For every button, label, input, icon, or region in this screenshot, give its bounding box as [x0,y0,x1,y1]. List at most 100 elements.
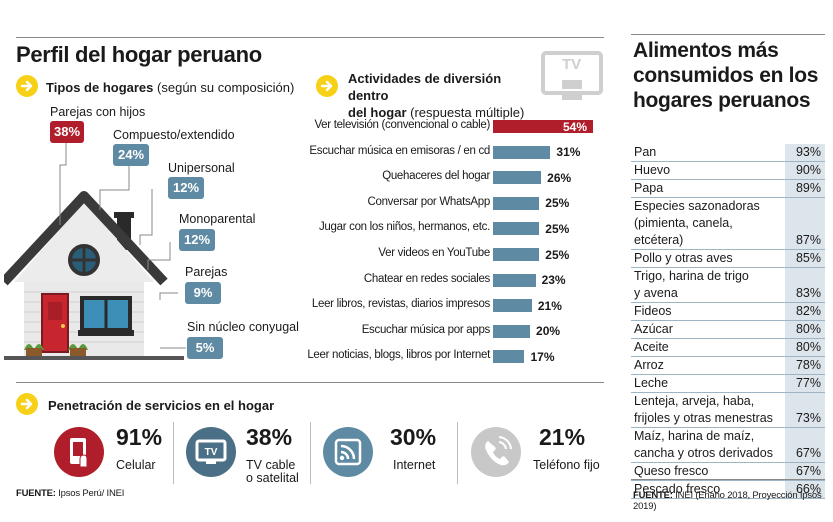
svg-text:TV: TV [205,447,218,458]
food-value: 66% [785,481,825,498]
house-illustration [4,191,184,360]
food-value: 87% [785,198,825,249]
mobile-phone-icon [54,427,104,477]
food-name: Maíz, harina de maíz, cancha y otros deri… [631,428,781,462]
food-value: 80% [785,321,825,338]
food-name-line: Maíz, harina de maíz, [634,429,755,443]
activities-heading: Actividades de diversión dentro del hoga… [348,71,525,120]
food-row: Papa 89% [631,180,825,198]
bar [493,171,542,185]
household-label-monoparental: Monoparental [179,212,256,226]
food-name-line: Papa [634,181,664,195]
food-name-line: cancha y otros derivados [634,446,773,460]
service-value-telefono: 21% [539,424,586,450]
food-name: Queso fresco [631,463,781,480]
household-label-parejas: Parejas [185,265,228,279]
household-badge-monoparental: 12% [179,229,215,251]
bar-value-label: 54% [563,119,588,134]
bar-value-label: 20% [536,324,561,339]
bar-value-label: 25% [545,196,570,211]
food-row: Maíz, harina de maíz, cancha y otros deri… [631,428,825,463]
food-name-line: y avena [634,286,678,300]
household-types-heading: Tipos de hogares (según su composición) [46,80,295,95]
source-left: FUENTE: Ipsos Perú/ INEI [16,488,125,499]
foods-title: Alimentos más consumidos en los hogares … [633,39,819,112]
bar [493,273,536,287]
top-rule-right [631,34,825,35]
bar-value-label: 23% [541,273,566,288]
food-value: 80% [785,339,825,356]
service-value-celular: 91% [116,424,163,450]
food-name: Huevo [631,162,781,179]
service-label-telefono: Teléfono fijo [533,458,600,472]
food-name: Pollo y otras aves [631,250,781,267]
services-rule [16,382,604,383]
food-value: 82% [785,303,825,320]
food-name-line: Especies sazonadoras [634,199,760,213]
bar [493,299,532,313]
divider [457,422,458,484]
food-name: Fideos [631,303,781,320]
food-name-line: (pimienta, canela, etcétera) [634,216,733,247]
bar-label: Leer libros, revistas, diarios impresos [311,298,490,311]
bar-value-label: 25% [545,221,570,236]
bar-label: Escuchar música en emisoras / en cd [309,144,490,157]
food-value: 67% [785,428,825,462]
household-label-parejas-con-hijos: Parejas con hijos [50,105,146,119]
service-value-internet: 30% [390,424,437,450]
bar-value-label: 31% [556,145,581,160]
bar [493,222,540,236]
food-row: Aceite 80% [631,339,825,357]
household-badge-parejas: 9% [185,282,221,304]
bar [493,120,593,133]
bar-value-label: 25% [545,247,570,262]
food-name-line: Pescado fresco [634,482,721,496]
foods-table: Pan 93% Huevo 90% Papa 89% Especies sazonadora… [631,144,825,499]
food-row: Pan 93% [631,144,825,162]
bar-label: Leer noticias, blogs, libros por Interne… [307,349,490,362]
food-row: Fideos 82% [631,303,825,321]
service-label-internet: Internet [393,458,436,472]
household-label-sin-nucleo: Sin núcleo conyugal [187,320,299,334]
divider [310,422,311,484]
arrow-icon [316,75,338,97]
bar-value-label: 21% [537,298,562,313]
food-value: 78% [785,357,825,374]
food-name: Leche [631,375,781,392]
food-row: Pescado fresco 66% [631,481,825,499]
food-name-line: Trigo, harina de trigo [634,269,749,283]
food-row: Huevo 90% [631,162,825,180]
food-name: Trigo, harina de trigo y avena [631,268,781,302]
food-name: Lenteja, arveja, haba, frijoles y otras m… [631,393,781,427]
food-name: Aceite [631,339,781,356]
food-row: Pollo y otras aves 85% [631,250,825,268]
food-name-line: Leche [634,376,669,390]
food-name: Arroz [631,357,781,374]
food-name-line: Arroz [634,358,664,372]
main-title: Perfil del hogar peruano [16,42,262,67]
food-name-line: Fideos [634,304,672,318]
bar [493,145,551,159]
household-badge-compuesto: 24% [113,144,149,166]
food-name: Azúcar [631,321,781,338]
food-name: Pescado fresco [631,481,781,498]
service-value-tv: 38% [246,424,293,450]
food-value: 67% [785,463,825,480]
food-name-line: Huevo [634,163,671,177]
bar [493,248,540,261]
food-value: 90% [785,162,825,179]
service-label-tv: TV cable o satelital [246,458,299,485]
food-name-line: Queso fresco [634,464,709,478]
food-name-line: frijoles y otras menestras [634,411,773,425]
food-row: Leche 77% [631,375,825,393]
food-value: 77% [785,375,825,392]
arrow-icon [16,75,38,97]
activities-bar-chart: Ver televisión (convencional o cable) 54%… [300,112,610,372]
tv-decor-text: TV [562,56,582,73]
bar-value-label: 17% [530,349,555,364]
food-name-line: Pan [634,145,657,159]
services-heading: Penetración de servicios en el hogar [48,398,275,413]
household-badge-parejas-con-hijos: 38% [50,121,84,143]
foods-bottom-rule [631,479,825,480]
household-badge-unipersonal: 12% [168,177,204,199]
